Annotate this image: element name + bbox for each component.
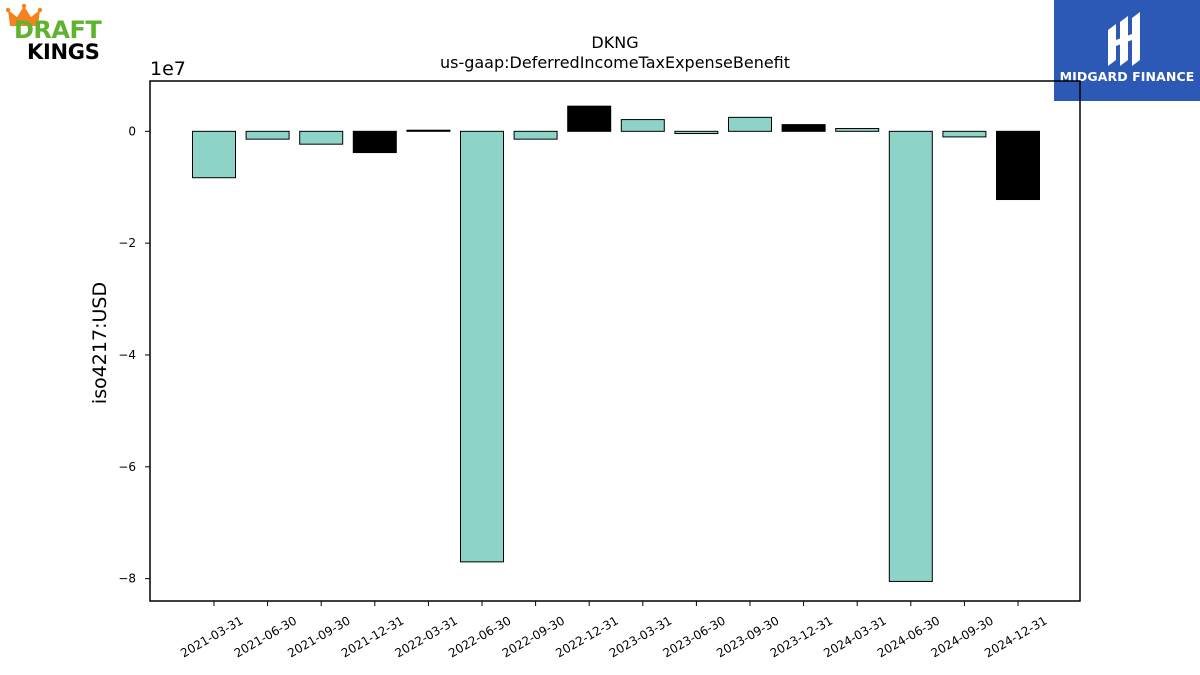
bar-2022-03-31	[406, 129, 451, 132]
bar-2023-09-30	[728, 116, 772, 132]
bar-2023-06-30	[674, 130, 719, 135]
y-tick-label: 0	[128, 124, 136, 138]
bars-group	[192, 105, 1040, 582]
bar-2022-09-30	[513, 130, 558, 140]
x-axis: 2021-03-312021-06-302021-09-302021-12-31…	[178, 601, 1050, 660]
bar-2022-12-31	[567, 105, 612, 132]
bar-2024-03-31	[835, 128, 880, 132]
midgard-finance-logo: MIDGARD FINANCE	[1054, 0, 1200, 101]
logo-right-text: MIDGARD FINANCE	[1059, 69, 1195, 84]
bar-2023-03-31	[620, 119, 665, 132]
y-axis-label: iso4217:USD	[89, 282, 111, 404]
plot-frame	[149, 80, 1081, 602]
logo-text-line1: DRAFT	[14, 16, 102, 44]
logo-text-line2: KINGS	[27, 40, 100, 64]
y-axis: 0 −2 −4 −6 −8	[118, 124, 150, 586]
y-tick-label: −6	[118, 460, 136, 474]
chart-subtitle: us-gaap:DeferredIncomeTaxExpenseBenefit	[440, 53, 790, 72]
bar-2021-06-30	[245, 130, 290, 140]
y-tick-label: −2	[118, 236, 136, 250]
y-tick-label: −4	[118, 348, 136, 362]
bar-2024-06-30	[888, 130, 933, 582]
midgard-mark-icon	[1108, 12, 1140, 66]
bar-2021-12-31	[352, 130, 397, 154]
bar-2022-06-30	[460, 130, 504, 563]
bar-2024-09-30	[942, 130, 987, 138]
bar-2023-12-31	[781, 124, 826, 132]
y-tick-label: −8	[118, 572, 136, 586]
bar-2024-12-31	[996, 130, 1040, 201]
draftkings-logo: DRAFT KINGS	[4, 4, 122, 68]
y-offset-text: 1e7	[150, 58, 186, 80]
bar-2021-03-31	[192, 130, 236, 179]
crown-icon	[6, 4, 43, 26]
bar-2021-09-30	[299, 130, 344, 145]
chart-title: DKNG	[591, 33, 638, 52]
